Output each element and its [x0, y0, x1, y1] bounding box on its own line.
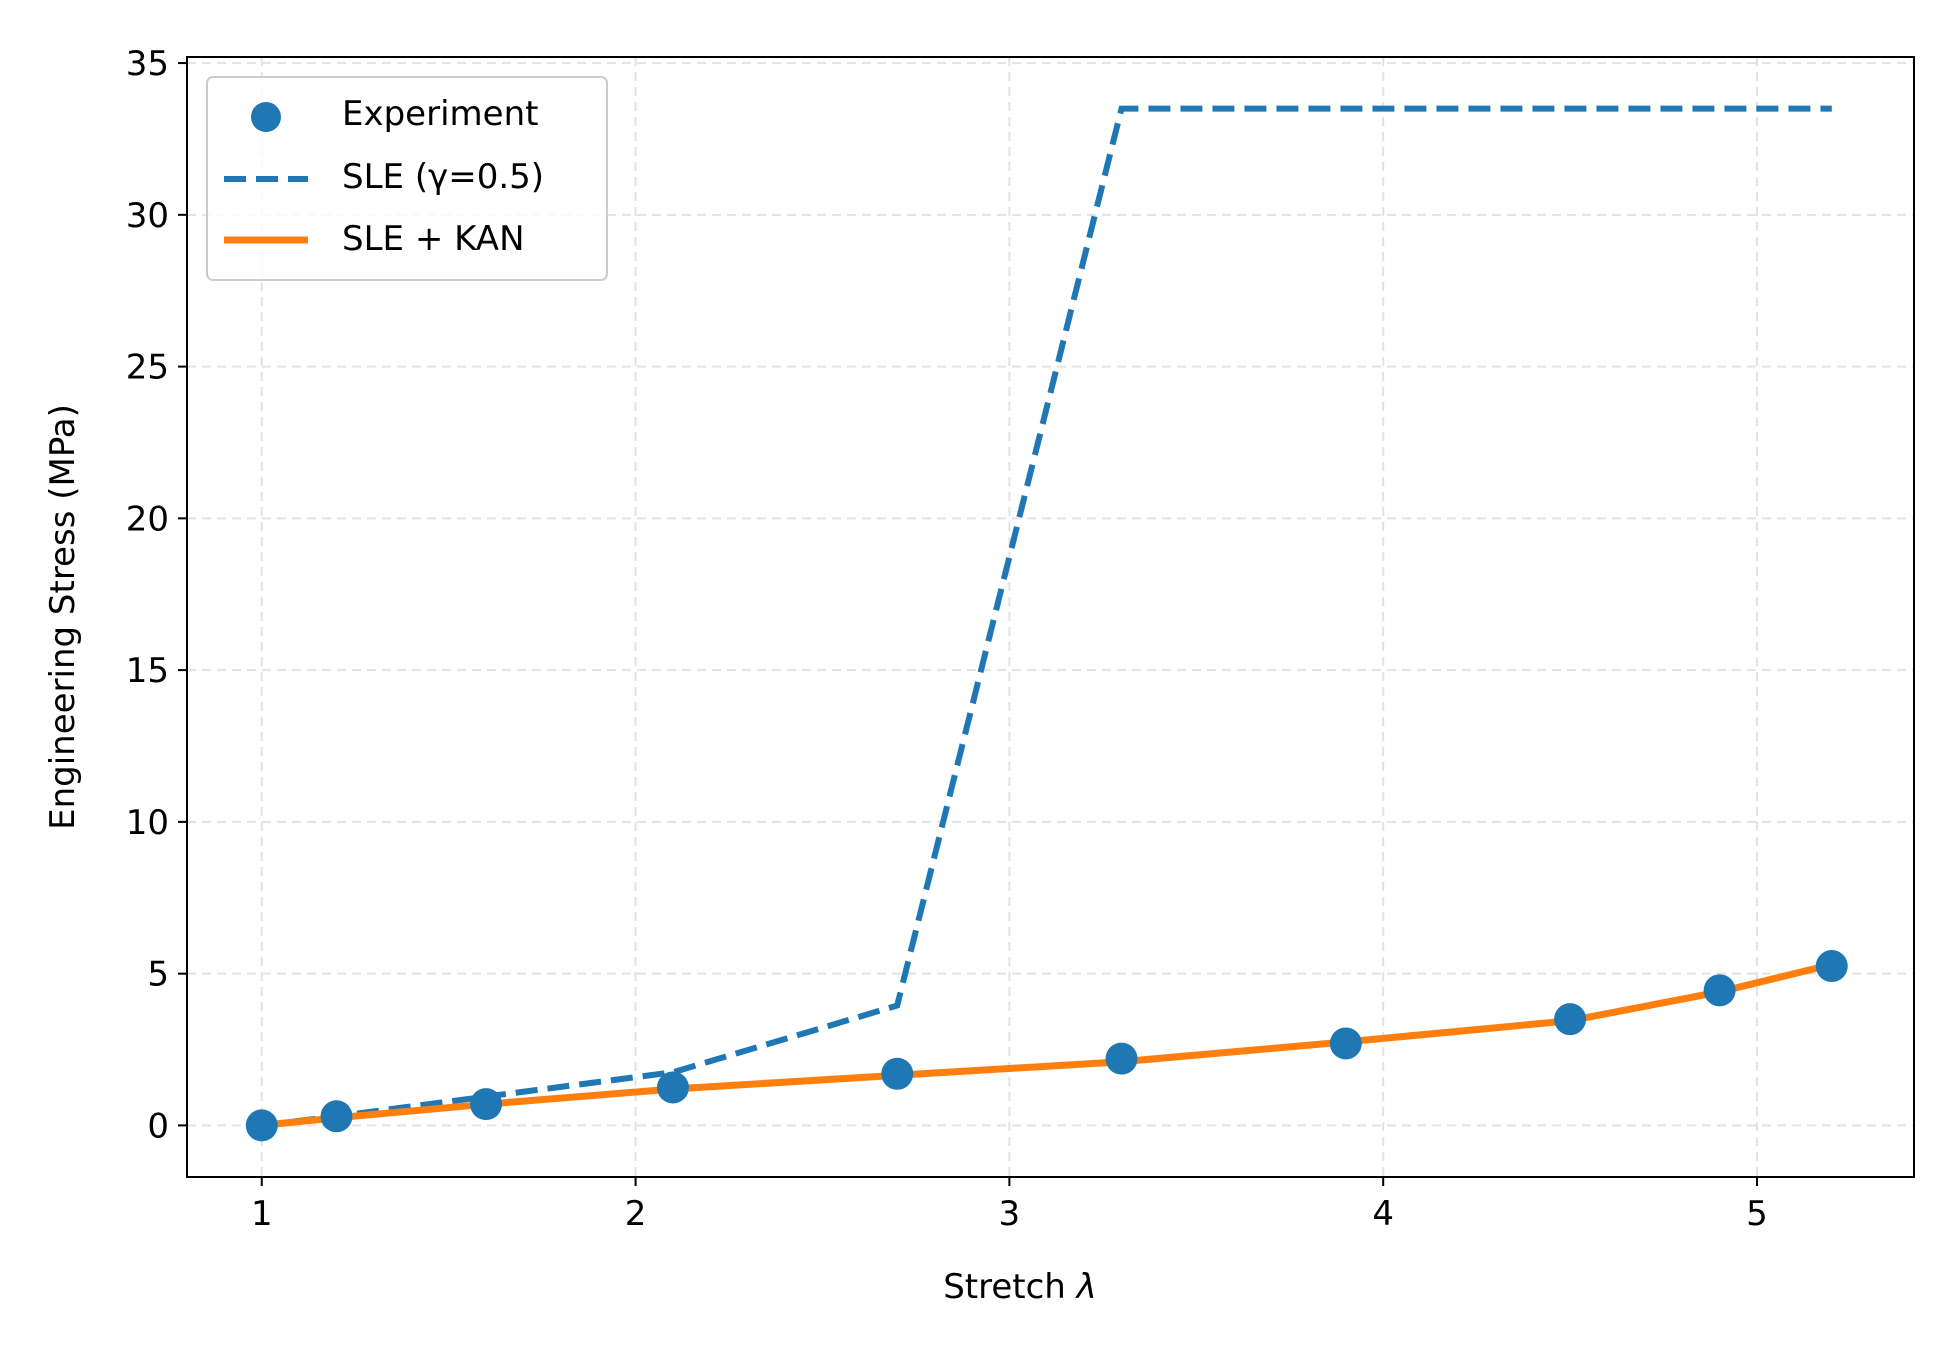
experiment-point [1105, 1042, 1138, 1075]
series-line-sle-0-5 [261, 105, 1832, 1129]
experiment-point [470, 1088, 503, 1121]
x-axis-label: Stretch λ [943, 1267, 1097, 1307]
x-tick-label: 4 [1372, 1194, 1394, 1234]
y-tick-label: 10 [126, 803, 169, 843]
y-tick-label: 5 [147, 955, 169, 995]
x-tick-label: 1 [251, 1194, 273, 1234]
experiment-point [1554, 1003, 1587, 1036]
grid [187, 57, 1914, 1177]
y-axis-label: Engineering Stress (MPa) [43, 404, 83, 830]
series-line-sle-kan [258, 961, 1836, 1129]
x-tick-label: 2 [625, 1194, 647, 1234]
experiment-point [320, 1100, 353, 1133]
legend-box [206, 76, 608, 281]
y-tick-label: 20 [126, 499, 169, 539]
y-tick-label: 25 [126, 348, 169, 388]
legend-marker-experiment [251, 102, 281, 132]
legend: Experiment SLE (γ=0.5) SLE + KAN [206, 76, 608, 281]
experiment-point [245, 1109, 278, 1142]
y-tick-label: 35 [126, 44, 169, 84]
experiment-point [1703, 974, 1736, 1007]
y-tick-label: 15 [126, 651, 169, 691]
x-tick-label: 5 [1746, 1194, 1768, 1234]
experiment-point [1815, 950, 1848, 983]
legend-label-experiment: Experiment [342, 94, 538, 134]
legend-label-sle-kan: SLE + KAN [342, 219, 525, 259]
y-tick-label: 30 [126, 196, 169, 236]
x-tick-label: 3 [999, 1194, 1021, 1234]
experiment-point [881, 1057, 914, 1090]
experiment-point [656, 1071, 689, 1104]
experiment-point [1329, 1027, 1362, 1060]
series-layer [245, 105, 1848, 1142]
y-tick-label: 0 [147, 1106, 169, 1146]
ticks: 1 2 3 4 5 0 5 10 15 20 25 30 35 [126, 44, 1768, 1234]
plot-frame [186, 56, 1915, 1178]
legend-label-sle: SLE (γ=0.5) [342, 157, 544, 197]
